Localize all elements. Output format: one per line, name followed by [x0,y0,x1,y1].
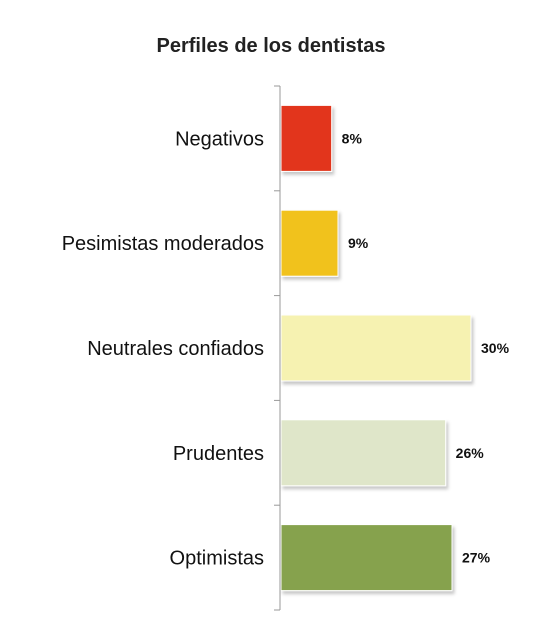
category-label: Neutrales confiados [87,338,264,360]
bar-3 [280,419,447,487]
data-label: 30% [481,340,510,356]
category-label: Pesimistas moderados [62,233,264,255]
bar-1 [280,209,339,277]
chart-title: Perfiles de los dentistas [157,35,386,57]
bar-2 [280,314,472,382]
category-label: Prudentes [173,443,264,465]
bar-4 [280,524,453,592]
category-label: Optimistas [170,548,264,570]
data-label: 8% [342,130,363,146]
data-label: 26% [456,445,485,461]
data-label: 27% [462,550,491,566]
plot-area: Negativos 8% Pesimistas moderados 9% Neutral… [62,85,510,611]
category-label: Negativos [175,128,264,150]
bar-0 [280,104,333,172]
data-label: 9% [348,235,369,251]
